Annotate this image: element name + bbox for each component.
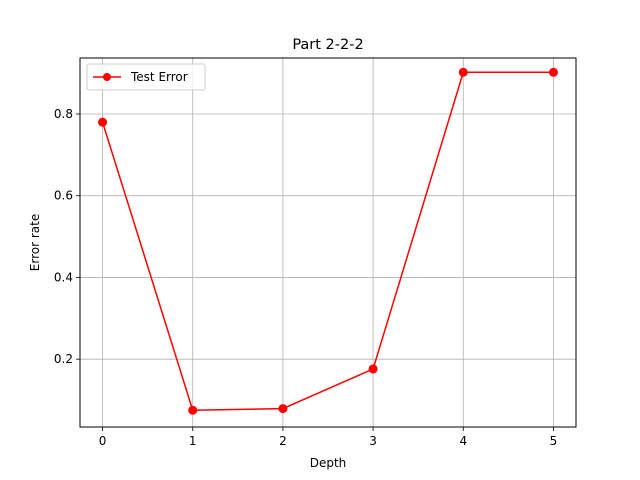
y-tick-label: 0.6 xyxy=(54,189,73,203)
grid-lines xyxy=(80,58,576,427)
axis-ticks: 0 1 2 3 4 5 0.2 0.4 0.6 0.8 xyxy=(54,107,557,448)
data-point xyxy=(458,67,468,77)
x-tick-label: 2 xyxy=(279,434,287,448)
chart-title: Part 2-2-2 xyxy=(292,37,363,53)
legend-marker-swatch xyxy=(103,73,111,81)
legend: Test Error xyxy=(86,63,206,91)
x-tick-label: 4 xyxy=(459,434,467,448)
data-point xyxy=(98,117,108,127)
y-tick-label: 0.2 xyxy=(54,352,73,366)
series-line-test-error xyxy=(101,71,554,412)
x-tick-label: 5 xyxy=(550,434,558,448)
data-point xyxy=(548,67,558,77)
legend-box xyxy=(86,63,206,91)
series-layer xyxy=(98,67,558,415)
legend-entry-test-error: Test Error xyxy=(130,70,188,84)
x-tick-label: 3 xyxy=(369,434,377,448)
x-tick-label: 0 xyxy=(99,434,107,448)
x-axis-label: Depth xyxy=(310,456,347,470)
data-point xyxy=(188,405,198,415)
y-axis-label: Error rate xyxy=(28,214,42,271)
data-point xyxy=(278,404,288,414)
y-tick-label: 0.8 xyxy=(54,107,73,121)
plot-frame xyxy=(79,57,577,428)
x-tick-label: 1 xyxy=(189,434,197,448)
data-point xyxy=(368,364,378,374)
y-tick-label: 0.4 xyxy=(54,270,73,284)
